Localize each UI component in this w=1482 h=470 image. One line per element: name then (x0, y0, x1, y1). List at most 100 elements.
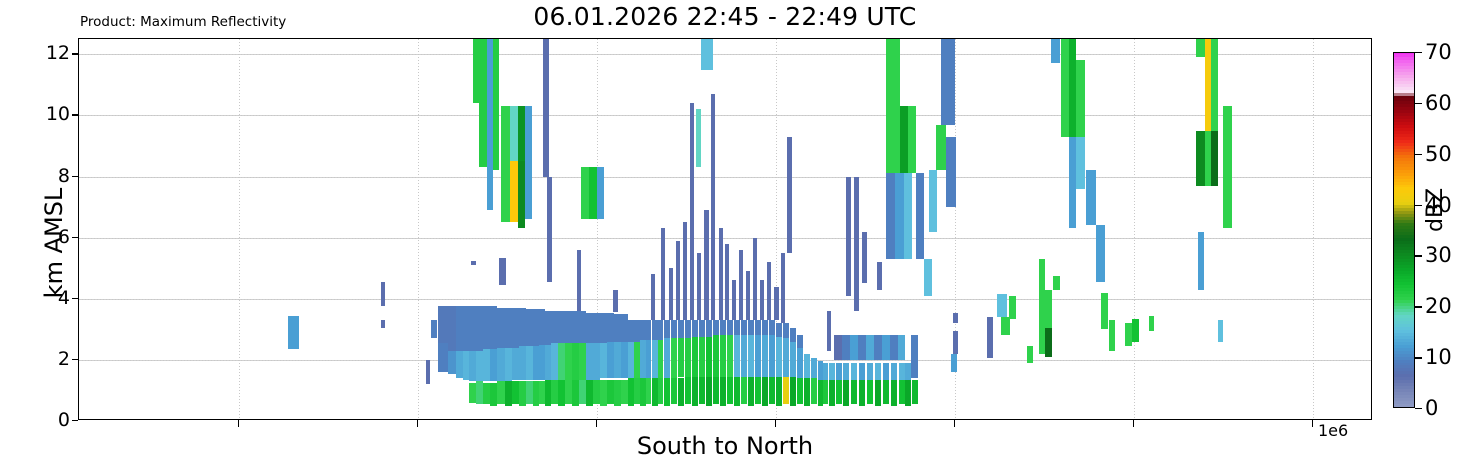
reflectivity-cell (711, 94, 715, 321)
reflectivity-column (704, 39, 709, 419)
reflectivity-column (646, 39, 651, 419)
reflectivity-cell (381, 320, 385, 328)
y-axis-tick (72, 358, 78, 361)
reflectivity-cell (804, 378, 810, 406)
reflectivity-column (905, 39, 911, 419)
colorbar-band (1394, 77, 1414, 81)
y-axis-tick (72, 236, 78, 239)
colorbar-band (1394, 252, 1414, 256)
reflectivity-cell (783, 338, 789, 377)
reflectivity-cell (510, 161, 518, 223)
reflectivity-cell (572, 310, 579, 344)
reflectivity-cell (426, 359, 430, 385)
reflectivity-cell (851, 362, 857, 380)
reflectivity-cell (836, 379, 842, 405)
reflectivity-column (456, 39, 463, 419)
colorbar-band (1394, 207, 1414, 212)
reflectivity-cell (600, 343, 607, 379)
x-axis-tick (1133, 420, 1135, 427)
reflectivity-cell (875, 379, 881, 406)
reflectivity-column (762, 39, 768, 419)
colorbar-band (1394, 255, 1414, 259)
reflectivity-column (912, 39, 918, 419)
colorbar-tick (1415, 306, 1422, 308)
reflectivity-cell (755, 335, 761, 377)
reflectivity-column (746, 39, 750, 419)
reflectivity-cell (501, 106, 510, 159)
reflectivity-cell (1001, 317, 1010, 336)
colorbar-band (1394, 266, 1414, 271)
reflectivity-cell (558, 343, 565, 380)
reflectivity-cell (476, 350, 483, 382)
reflectivity-cell (859, 362, 865, 380)
reflectivity-cell (834, 335, 842, 360)
reflectivity-cell (867, 362, 873, 380)
reflectivity-cell (558, 379, 565, 406)
reflectivity-cell (483, 382, 490, 405)
reflectivity-cell (600, 312, 607, 344)
reflectivity-cell (854, 176, 859, 311)
reflectivity-column (493, 39, 499, 419)
y-axis-tick-label: 12 (45, 42, 70, 65)
reflectivity-cell (565, 343, 572, 380)
reflectivity-cell (512, 307, 519, 348)
reflectivity-column (438, 39, 448, 419)
colorbar-band (1394, 127, 1414, 132)
reflectivity-column (671, 39, 677, 419)
reflectivity-cell (607, 341, 614, 379)
reflectivity-cell (720, 335, 726, 377)
reflectivity-cell (713, 376, 719, 405)
reflectivity-cell (473, 39, 481, 104)
reflectivity-column (767, 39, 771, 419)
colorbar-band (1394, 213, 1414, 218)
reflectivity-column (883, 39, 889, 419)
reflectivity-cell (829, 362, 835, 380)
reflectivity-column (512, 39, 519, 419)
colorbar-band (1394, 240, 1414, 244)
reflectivity-cell (547, 176, 552, 282)
reflectivity-cell (875, 362, 881, 380)
reflectivity-cell (652, 340, 658, 379)
reflectivity-cell (900, 106, 908, 174)
reflectivity-cell (1096, 225, 1105, 282)
reflectivity-column (711, 39, 715, 419)
colorbar-band (1394, 249, 1414, 253)
gridline-vertical (1134, 39, 1135, 419)
reflectivity-cell (804, 353, 810, 379)
reflectivity-cell (741, 320, 747, 336)
colorbar-band (1394, 204, 1414, 209)
reflectivity-cell (1125, 323, 1132, 347)
gridline-vertical (955, 39, 956, 419)
reflectivity-column (519, 39, 526, 419)
reflectivity-column (593, 39, 600, 419)
reflectivity-cell (787, 136, 792, 253)
reflectivity-cell (696, 109, 701, 168)
reflectivity-cell (551, 343, 558, 380)
colorbar-band (1394, 183, 1414, 188)
reflectivity-cell (1076, 136, 1085, 189)
colorbar (1393, 52, 1415, 408)
reflectivity-column (526, 39, 533, 419)
reflectivity-column (941, 39, 955, 419)
reflectivity-cell (543, 39, 549, 177)
colorbar-band (1394, 234, 1414, 238)
colorbar-band (1394, 335, 1414, 339)
reflectivity-cell (448, 306, 456, 351)
reflectivity-cell (651, 274, 655, 321)
x-axis-tick (1312, 420, 1314, 427)
reflectivity-cell (678, 320, 684, 339)
reflectivity-cell (1132, 318, 1139, 342)
reflectivity-cell (551, 379, 558, 405)
reflectivity-column (846, 39, 851, 419)
colorbar-band (1394, 83, 1414, 87)
reflectivity-column (827, 39, 831, 419)
reflectivity-cell (497, 307, 505, 348)
reflectivity-cell (1205, 130, 1211, 186)
reflectivity-cell (505, 381, 512, 406)
reflectivity-cell (748, 376, 754, 406)
reflectivity-cell (1223, 164, 1232, 229)
reflectivity-cell (640, 378, 646, 406)
colorbar-band (1394, 376, 1414, 381)
reflectivity-cell (886, 39, 900, 174)
reflectivity-column (1149, 39, 1154, 419)
